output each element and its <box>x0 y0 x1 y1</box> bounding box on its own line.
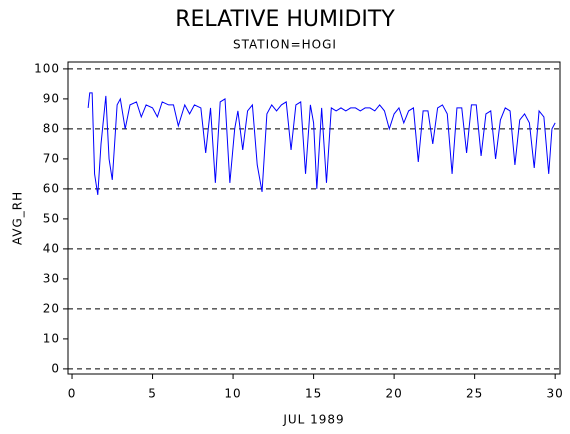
y-tick-label: 50 <box>43 211 60 225</box>
y-tick-label: 40 <box>43 241 60 255</box>
y-tick-label: 100 <box>34 61 60 75</box>
x-tick-label: 30 <box>547 387 564 401</box>
x-tick-label: 5 <box>148 387 157 401</box>
y-tick-label: 90 <box>43 91 60 105</box>
y-tick-label: 80 <box>43 121 60 135</box>
x-tick-label: 25 <box>466 387 483 401</box>
y-axis-label: AVG_RH <box>11 191 25 245</box>
chart-title: RELATIVE HUMIDITY <box>175 7 395 32</box>
x-tick-label: 0 <box>68 387 77 401</box>
plot-frame <box>67 61 561 375</box>
x-axis-label: JUL 1989 <box>282 413 344 427</box>
y-tick-label: 30 <box>43 271 60 285</box>
y-tick-label: 60 <box>43 181 60 195</box>
chart-subtitle: STATION=HOGI <box>233 38 337 52</box>
y-tick-label: 10 <box>43 331 60 345</box>
x-tick-label: 15 <box>305 387 322 401</box>
y-tick-label: 20 <box>43 301 60 315</box>
y-tick-label: 0 <box>51 361 60 375</box>
x-tick-label: 20 <box>385 387 402 401</box>
y-tick-label: 70 <box>43 151 60 165</box>
x-tick-label: 10 <box>224 387 241 401</box>
data-line <box>87 92 556 195</box>
